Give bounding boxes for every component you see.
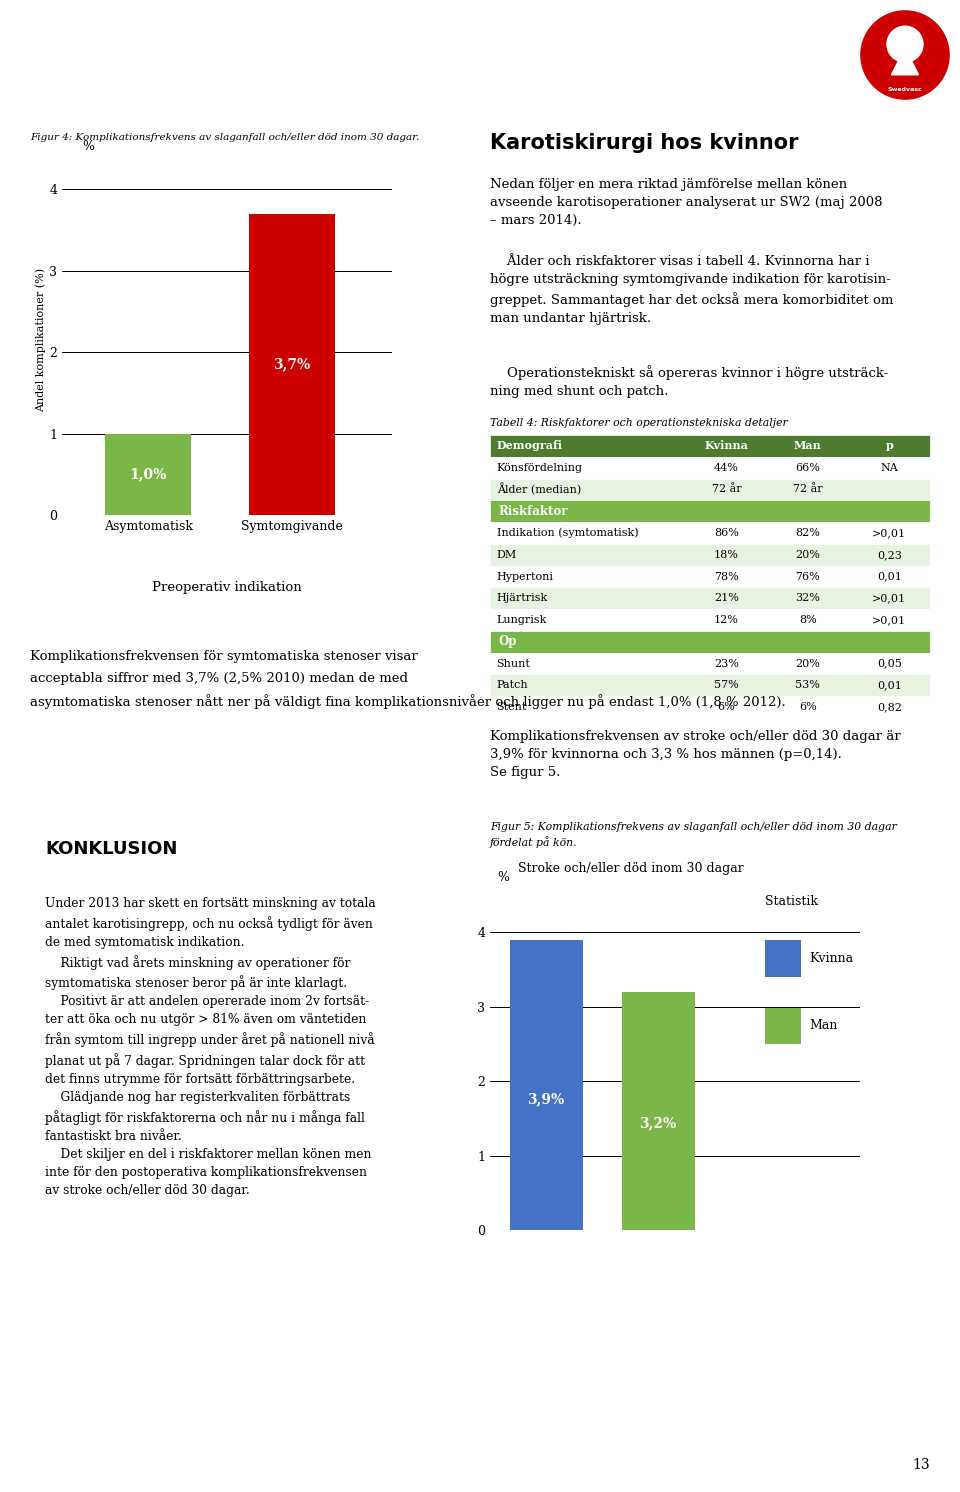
- Text: 21%: 21%: [714, 594, 739, 603]
- Text: Operationstekniskt så opereras kvinnor i högre utsträck-
ning med shunt och patc: Operationstekniskt så opereras kvinnor i…: [490, 366, 888, 398]
- Bar: [510, 940, 583, 1229]
- Text: Patch: Patch: [496, 680, 528, 691]
- Text: 1,0%: 1,0%: [130, 467, 167, 482]
- Circle shape: [887, 27, 923, 63]
- Text: 20%: 20%: [796, 658, 821, 668]
- Bar: [622, 992, 695, 1229]
- Text: Tabell 4: Riskfaktorer och operationstekniska detaljer: Tabell 4: Riskfaktorer och operationstek…: [490, 418, 788, 428]
- Bar: [765, 940, 801, 977]
- Text: Kvinna: Kvinna: [809, 952, 853, 965]
- Text: Hjärtrisk: Hjärtrisk: [496, 594, 548, 603]
- Text: 23%: 23%: [714, 658, 739, 668]
- Text: 12%: 12%: [714, 615, 739, 625]
- Text: 0,23: 0,23: [876, 549, 901, 560]
- Text: 72 år: 72 år: [793, 485, 823, 494]
- Text: 0,05: 0,05: [876, 658, 901, 668]
- Bar: [765, 1007, 801, 1044]
- Text: Komplikationsfrekvensen av stroke och/eller död 30 dagar är
3,9% för kvinnorna o: Komplikationsfrekvensen av stroke och/el…: [490, 730, 900, 779]
- Text: Figur 5: Komplikationsfrekvens av slaganfall och/eller död inom 30 dagar
fördela: Figur 5: Komplikationsfrekvens av slagan…: [490, 822, 897, 847]
- Text: >0,01: >0,01: [873, 528, 906, 539]
- Text: 53%: 53%: [796, 680, 821, 691]
- Text: 57%: 57%: [714, 680, 739, 691]
- Text: Shunt: Shunt: [496, 658, 531, 668]
- Text: %: %: [497, 871, 510, 883]
- Text: 76%: 76%: [796, 571, 820, 582]
- Bar: [105, 434, 191, 515]
- Text: Figur 4: Komplikationsfrekvens av slaganfall och/eller död inom 30 dagar.: Figur 4: Komplikationsfrekvens av slagan…: [30, 133, 420, 142]
- Text: 18%: 18%: [714, 549, 739, 560]
- Text: 66%: 66%: [796, 463, 821, 473]
- Bar: [490, 436, 930, 457]
- Bar: [490, 565, 930, 588]
- Text: 20%: 20%: [796, 549, 821, 560]
- Bar: [249, 213, 335, 515]
- Text: 6%: 6%: [799, 703, 817, 712]
- Text: Stroke och/eller död inom 30 dagar: Stroke och/eller död inom 30 dagar: [517, 862, 743, 874]
- Text: 86%: 86%: [714, 528, 739, 539]
- Bar: [490, 631, 930, 652]
- Text: Man: Man: [809, 1019, 838, 1032]
- Text: Riskfaktor: Riskfaktor: [499, 504, 568, 518]
- Text: Kvinna: Kvinna: [705, 440, 749, 452]
- Text: Op: Op: [499, 636, 517, 649]
- Text: Man: Man: [794, 440, 822, 452]
- Text: KONKLUSION: KONKLUSION: [45, 840, 178, 858]
- Text: Swedvasc: Swedvasc: [888, 87, 923, 91]
- Text: Hypertoni: Hypertoni: [496, 571, 554, 582]
- Text: 3,9%: 3,9%: [527, 1092, 564, 1107]
- Text: Demografi: Demografi: [496, 440, 563, 452]
- Text: Preoperativ indikation: Preoperativ indikation: [152, 582, 301, 594]
- Text: 44%: 44%: [714, 463, 739, 473]
- Text: 72 år: 72 år: [711, 485, 741, 494]
- Bar: [490, 697, 930, 718]
- Text: Indikation (symtomatisk): Indikation (symtomatisk): [496, 528, 638, 539]
- Text: 0,01: 0,01: [876, 680, 901, 691]
- Text: 82%: 82%: [796, 528, 821, 539]
- Text: >0,01: >0,01: [873, 615, 906, 625]
- Text: Lungrisk: Lungrisk: [496, 615, 547, 625]
- Text: Karotiskirurgi hos kvinnor: Karotiskirurgi hos kvinnor: [490, 133, 799, 154]
- Text: DM: DM: [496, 549, 516, 560]
- Bar: [490, 479, 930, 500]
- Polygon shape: [892, 48, 919, 75]
- Text: Könsfördelning: Könsfördelning: [496, 463, 583, 473]
- Text: NA: NA: [880, 463, 899, 473]
- Text: Statistik: Statistik: [765, 895, 818, 909]
- Bar: [490, 609, 930, 631]
- Circle shape: [861, 10, 949, 98]
- Text: p: p: [885, 440, 893, 452]
- Text: >0,01: >0,01: [873, 594, 906, 603]
- Text: Stent: Stent: [496, 703, 527, 712]
- Text: %: %: [82, 140, 94, 152]
- Text: 6%: 6%: [718, 703, 735, 712]
- Text: Ålder (median): Ålder (median): [496, 483, 581, 495]
- Bar: [490, 674, 930, 697]
- Text: Nedan följer en mera riktad jämförelse mellan könen
avseende karotisoperationer : Nedan följer en mera riktad jämförelse m…: [490, 178, 882, 227]
- Bar: [490, 500, 930, 522]
- Bar: [490, 522, 930, 545]
- Bar: [490, 457, 930, 479]
- Text: Ålder och riskfaktorer visas i tabell 4. Kvinnorna har i
högre utsträckning symt: Ålder och riskfaktorer visas i tabell 4.…: [490, 255, 894, 325]
- Text: 8%: 8%: [799, 615, 817, 625]
- Text: 3,2%: 3,2%: [639, 1116, 677, 1129]
- Bar: [490, 588, 930, 609]
- Text: 0,82: 0,82: [876, 703, 901, 712]
- Text: 32%: 32%: [796, 594, 821, 603]
- Text: 78%: 78%: [714, 571, 739, 582]
- Text: Under 2013 har skett en fortsätt minskning av totala
antalet karotisingrepp, och: Under 2013 har skett en fortsätt minskni…: [45, 897, 376, 1197]
- Text: asymtomatiska stenoser nått ner på väldigt fina komplikationsnivåer och ligger n: asymtomatiska stenoser nått ner på väldi…: [30, 694, 785, 709]
- Bar: [490, 545, 930, 565]
- Text: acceptabla siffror med 3,7% (2,5% 2010) medan de med: acceptabla siffror med 3,7% (2,5% 2010) …: [30, 671, 408, 685]
- Text: 13: 13: [912, 1458, 930, 1473]
- Text: 0,01: 0,01: [876, 571, 901, 582]
- Bar: [490, 652, 930, 674]
- Text: Komplikationsfrekvensen för symtomatiska stenoser visar: Komplikationsfrekvensen för symtomatiska…: [30, 651, 418, 662]
- Text: 3,7%: 3,7%: [273, 358, 310, 372]
- Y-axis label: Andel komplikationer (%): Andel komplikationer (%): [36, 269, 46, 412]
